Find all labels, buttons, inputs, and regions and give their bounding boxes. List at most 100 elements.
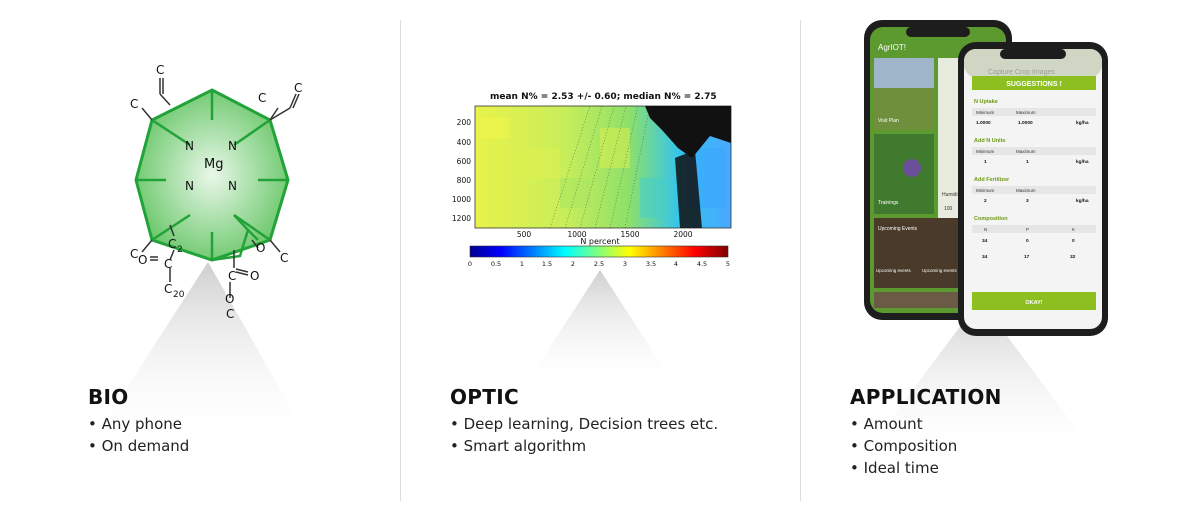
- cell-value: 17: [1024, 254, 1030, 260]
- cell-value: 34: [982, 238, 988, 244]
- heatmap-masked-region: [675, 150, 702, 228]
- caption-bullet: Smart algorithm: [450, 435, 718, 457]
- section-label: Add N Units: [974, 138, 1005, 144]
- tile-label: Upcoming events: [922, 268, 958, 273]
- x-tick-label: 1500: [620, 230, 639, 239]
- cell-value: 1: [1026, 159, 1029, 165]
- colorbar-tick: 2: [571, 260, 575, 268]
- col-header: Maximum: [1016, 188, 1036, 193]
- colorbar-tick: 1.5: [542, 260, 552, 268]
- o-atom-label: O: [256, 241, 265, 255]
- section-label: N Uptake: [974, 99, 998, 105]
- cell-value: 32: [1070, 254, 1076, 260]
- caption-list: Amount Composition Ideal time: [850, 413, 1002, 479]
- colorbar-tick: 1: [520, 260, 524, 268]
- cell-unit: kg/ha: [1076, 120, 1089, 126]
- c20-subscript: 20: [173, 290, 185, 300]
- o-atom-label: O: [225, 292, 234, 306]
- side-label: Humidi: [942, 192, 958, 198]
- cell-value: 34: [982, 254, 988, 260]
- caption-bullet: Amount: [850, 413, 1002, 435]
- n-atom-label: N: [228, 179, 237, 193]
- caption-bullet: Deep learning, Decision trees etc.: [450, 413, 719, 435]
- tile-trainings[interactable]: [874, 134, 934, 214]
- y-tick-label: 1200: [452, 214, 471, 223]
- y-tick-label: 400: [457, 138, 472, 147]
- colorbar-tick: 0: [468, 260, 472, 268]
- colorbar-tick: 4.5: [697, 260, 707, 268]
- col-header: Maximum: [1016, 149, 1036, 154]
- cell-value: 0: [1026, 238, 1029, 244]
- y-tick-label: 800: [457, 176, 472, 185]
- o-atom-label: O: [138, 253, 147, 267]
- tile-label: Upcoming events: [876, 268, 912, 273]
- cell-value: 0: [1072, 238, 1075, 244]
- phone-mockups: AgrIOT! Visit Plan Trainings Upcoming Ev…: [864, 20, 1108, 336]
- caption-bullet: On demand: [88, 435, 190, 457]
- spotlight-cone-optic: [522, 270, 678, 390]
- caption-title: BIO: [88, 385, 129, 409]
- c-atom-label: C: [164, 282, 172, 296]
- x-tick-label: 2000: [673, 230, 692, 239]
- y-tick-label: 600: [457, 157, 472, 166]
- section-label: Composition: [974, 216, 1008, 222]
- caption-bullet: Any phone: [88, 413, 189, 435]
- tile-label: Visit Plan: [878, 118, 899, 124]
- spotlight-cone-bio: [90, 262, 312, 445]
- cell-value: 1.0000: [1018, 120, 1033, 126]
- col-header: Minimum: [976, 188, 995, 193]
- mg-atom-label: Mg: [204, 157, 223, 172]
- x-axis-label: N percent: [580, 237, 619, 246]
- col-header: Minimum: [976, 149, 995, 154]
- app-title: AgrIOT!: [878, 43, 906, 52]
- col-header: Maximum: [1016, 110, 1036, 115]
- col-header: Minimum: [976, 110, 995, 115]
- colorbar: [469, 245, 729, 258]
- caption-title: APPLICATION: [850, 385, 1002, 409]
- colorbar-tick: 0.5: [491, 260, 501, 268]
- cell-unit: kg/ha: [1076, 159, 1089, 165]
- cell-value: 1.0000: [976, 120, 991, 126]
- y-tick-label: 1000: [452, 195, 471, 204]
- okay-button-label: OKAY!: [1025, 300, 1042, 306]
- c-atom-label: C: [168, 237, 176, 251]
- heatmap-masked-region: [645, 106, 731, 158]
- colorbar-tick: 2.5: [594, 260, 604, 268]
- heatmap-title: mean N% = 2.53 +/- 0.60; median N% = 2.7…: [490, 92, 717, 102]
- okay-button[interactable]: [972, 292, 1096, 310]
- c-atom-label: C: [280, 251, 288, 265]
- y-tick-label: 200: [457, 118, 472, 127]
- x-tick-label: 500: [517, 230, 532, 239]
- tile-label: Upcoming Events: [878, 226, 918, 232]
- c-atom-label: C: [228, 269, 236, 283]
- caption-list: Any phone On demand: [88, 413, 190, 457]
- divider-left: [400, 20, 401, 501]
- c-atom-label: C: [258, 91, 266, 105]
- c-atom-label: C: [130, 97, 138, 111]
- cell-value: 3: [1026, 198, 1029, 204]
- caption-application: APPLICATION Amount Composition Ideal tim…: [850, 385, 1002, 479]
- x-tick-label: 1000: [567, 230, 586, 239]
- n-atom-label: N: [185, 139, 194, 153]
- cell-value: 1: [984, 159, 987, 165]
- n-atom-label: N: [185, 179, 194, 193]
- side-value: 100: [944, 206, 953, 212]
- n-atom-label: N: [228, 139, 237, 153]
- caption-title: OPTIC: [450, 385, 519, 409]
- c2-subscript: 2: [177, 245, 183, 255]
- caption-bullet: Composition: [850, 435, 1002, 457]
- caption-list: Deep learning, Decision trees etc. Smart…: [450, 413, 719, 457]
- col-header: K: [1072, 227, 1075, 232]
- col-header: P: [1026, 227, 1029, 232]
- chlorophyll-molecule: Mg N N N N C C C C C C C 2 C O C 20 C O …: [130, 63, 302, 320]
- o-atom-label: O: [250, 269, 259, 283]
- col-header: N: [984, 227, 987, 232]
- colorbar-tick: 3.5: [646, 260, 656, 268]
- colorbar-tick: 5: [726, 260, 730, 268]
- c-atom-label: C: [156, 63, 164, 77]
- phone-front: Capture Crop Images SUGGESTIONS ! N Upta…: [958, 42, 1108, 336]
- caption-optic: OPTIC Deep learning, Decision trees etc.…: [450, 385, 718, 457]
- c-atom-label: C: [164, 257, 172, 271]
- divider-right: [800, 20, 801, 501]
- colorbar-tick: 3: [623, 260, 627, 268]
